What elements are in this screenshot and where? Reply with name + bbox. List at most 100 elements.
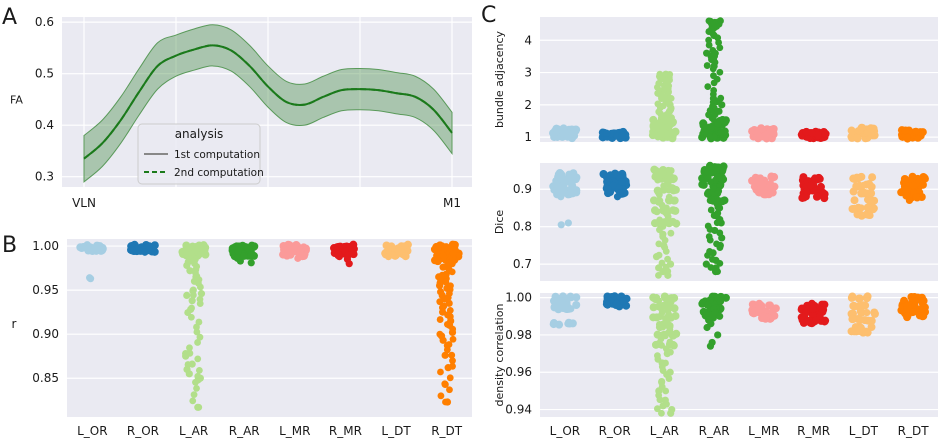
panel-label-a: A: [2, 5, 17, 30]
strip-point: [653, 208, 661, 216]
strip-point: [704, 83, 712, 90]
strip-point: [665, 375, 673, 382]
strip-point: [716, 44, 724, 52]
strip-point: [345, 260, 353, 268]
strip-point: [649, 313, 658, 322]
strip-point: [190, 391, 198, 399]
strip-point: [654, 176, 662, 184]
strip-point: [568, 189, 577, 198]
strip-point: [612, 299, 621, 307]
strip-point: [394, 247, 402, 255]
strip-point: [665, 186, 673, 194]
strip-point: [244, 244, 252, 252]
strip-point: [909, 308, 917, 317]
y-tick-label: 0.85: [32, 371, 59, 385]
y-tick-label: 0.90: [32, 327, 59, 341]
strip-point: [667, 128, 675, 136]
strip-point: [903, 133, 911, 141]
strip-point: [849, 187, 858, 196]
strip-point: [716, 312, 724, 320]
strip-point: [655, 240, 663, 248]
strip-point: [666, 196, 674, 204]
strip-point: [901, 185, 910, 193]
strip-point: [446, 374, 454, 382]
plot-background: [67, 239, 472, 417]
strip-point: [707, 124, 715, 132]
x-tick-label: R_MR: [329, 424, 362, 438]
strip-point: [667, 348, 674, 356]
strip-point: [706, 226, 714, 233]
plot-background: [540, 17, 938, 142]
strip-point: [704, 251, 711, 259]
strip-point: [441, 351, 449, 359]
x-tick-label: L_MR: [748, 424, 779, 438]
strip-point: [559, 181, 567, 190]
strip-point: [444, 320, 451, 328]
strip-point: [401, 252, 410, 261]
strip-point: [707, 264, 715, 271]
strip-point: [662, 387, 670, 395]
strip-point: [713, 219, 721, 227]
strip-point: [859, 181, 867, 190]
strip-point: [285, 250, 294, 259]
strip-point: [658, 341, 665, 349]
strip-point: [439, 252, 447, 260]
strip-point: [247, 251, 256, 259]
strip-point: [714, 331, 722, 339]
strip-point: [714, 120, 722, 127]
strip-point: [193, 384, 200, 392]
x-tick-label: L_OR: [550, 424, 580, 438]
strip-point: [707, 169, 715, 177]
y-tick-label: 1.00: [32, 239, 59, 253]
strip-point: [766, 127, 774, 135]
x-tick-label: R_DT: [431, 424, 463, 438]
strip-point: [440, 302, 448, 310]
strip-point: [655, 191, 663, 199]
x-tick-label: M1: [443, 196, 461, 210]
strip-point: [862, 294, 870, 302]
strip-point: [659, 323, 667, 331]
y-tick-label: 0.96: [505, 365, 532, 379]
strip-point: [433, 257, 442, 266]
strip-point: [667, 229, 675, 237]
strip-point: [247, 259, 255, 267]
strip-point: [753, 178, 761, 186]
x-tick-label: L_DT: [381, 424, 411, 438]
strip-point: [848, 315, 857, 324]
strip-point: [812, 316, 820, 324]
strip-point: [656, 396, 664, 404]
strip-point: [709, 65, 717, 73]
strip-point: [193, 323, 200, 331]
strip-point: [854, 294, 863, 303]
strip-point: [720, 196, 729, 205]
strip-point: [553, 127, 561, 135]
strip-point: [194, 372, 202, 380]
chart-fa-profile: 0.3 0.4 0.5 0.6 VLN M1 FA analysis 1st computati…: [10, 15, 472, 210]
strip-point: [654, 303, 662, 310]
strip-point: [568, 178, 576, 186]
strip-point: [863, 308, 871, 317]
strip-point: [77, 244, 86, 253]
strip-point: [188, 297, 196, 305]
strip-point: [553, 185, 561, 193]
strip-point: [554, 301, 562, 309]
strip-point: [655, 297, 663, 304]
strip-point: [196, 333, 204, 341]
strip-point: [911, 297, 920, 305]
strip-point: [195, 366, 203, 374]
strip-point: [706, 133, 714, 141]
strip-point: [664, 255, 671, 263]
chart-bundle-adjacency-strip: 1 2 3 4 bundle adjacency: [493, 17, 938, 144]
strip-point: [444, 294, 452, 301]
strip-point: [661, 236, 669, 244]
y-tick-label: 0.9: [513, 182, 532, 196]
strip-point: [709, 90, 717, 98]
strip-point: [857, 204, 865, 212]
strip-point: [654, 405, 661, 413]
strip-point: [856, 210, 865, 219]
strip-point: [291, 244, 299, 252]
y-tick-label: 0.8: [513, 220, 532, 234]
strip-point: [86, 246, 94, 255]
y-tick-label: 2: [524, 98, 532, 112]
strip-point: [654, 355, 662, 363]
